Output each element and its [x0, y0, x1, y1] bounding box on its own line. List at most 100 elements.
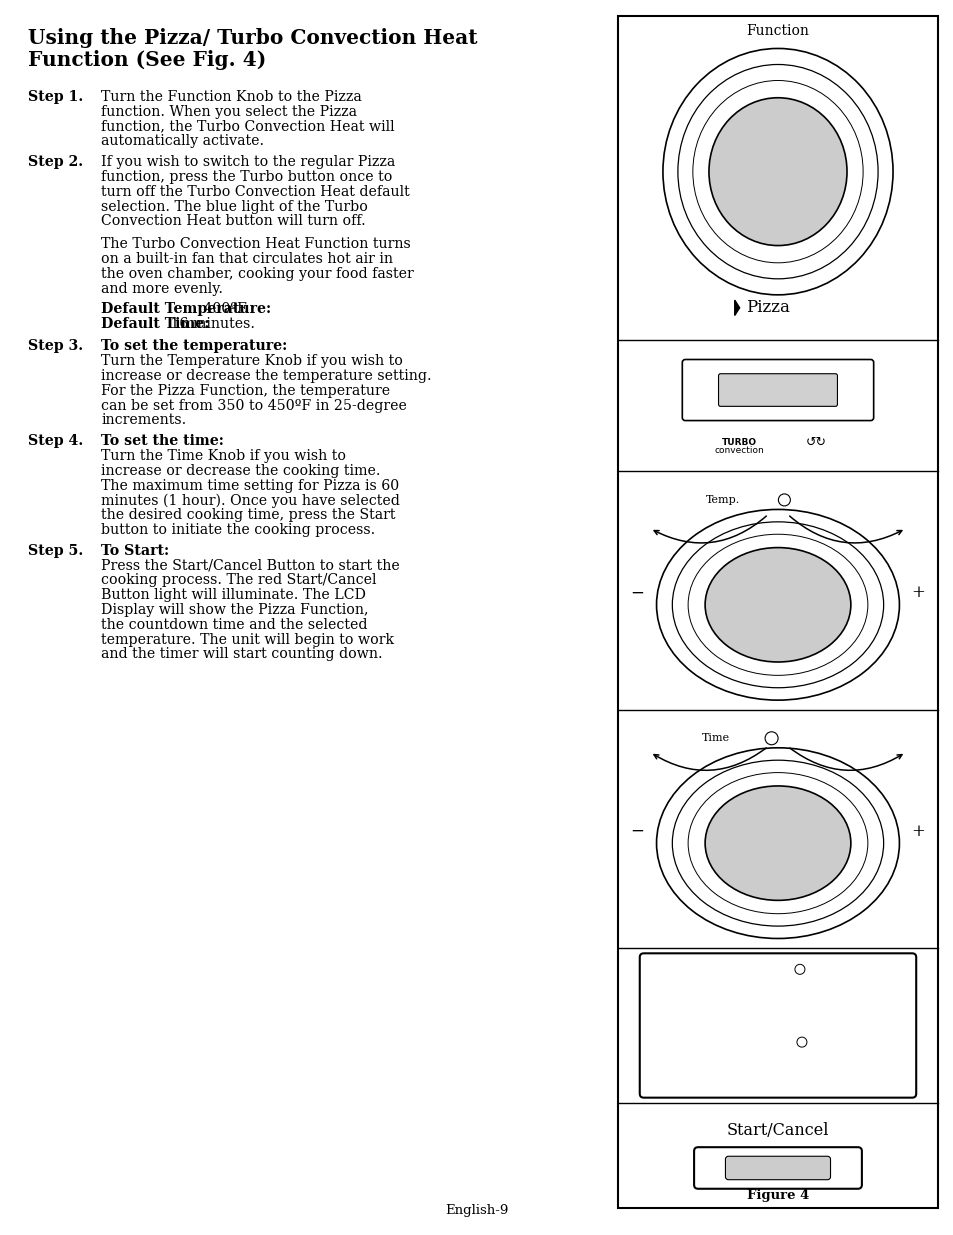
Text: 400ºF.: 400ºF. — [199, 303, 249, 316]
Ellipse shape — [704, 547, 850, 662]
Text: can be set from 350 to 450ºF in 25-degree: can be set from 350 to 450ºF in 25-degre… — [101, 399, 406, 412]
Text: +: + — [911, 584, 924, 601]
Text: If you wish to switch to the regular Pizza: If you wish to switch to the regular Piz… — [101, 156, 395, 169]
Text: Press the Start/Cancel Button to start the: Press the Start/Cancel Button to start t… — [101, 558, 399, 573]
Text: function. When you select the Pizza: function. When you select the Pizza — [101, 105, 356, 119]
FancyBboxPatch shape — [681, 359, 873, 421]
Text: Default Temperature:: Default Temperature: — [101, 303, 271, 316]
FancyArrowPatch shape — [789, 516, 901, 543]
Text: To Start:: To Start: — [101, 543, 169, 558]
Text: Toast: Toast — [651, 966, 673, 973]
Ellipse shape — [687, 535, 867, 676]
Text: Display will show the Pizza Function,: Display will show the Pizza Function, — [101, 603, 368, 618]
Text: °F: °F — [823, 1055, 835, 1065]
Text: Time: Time — [701, 734, 729, 743]
Text: English-9: English-9 — [445, 1204, 508, 1216]
Text: The Turbo Convection Heat Function turns: The Turbo Convection Heat Function turns — [101, 237, 411, 251]
Polygon shape — [734, 300, 739, 315]
Text: Step 2.: Step 2. — [28, 156, 83, 169]
Text: Turn the Temperature Knob if you wish to: Turn the Temperature Knob if you wish to — [101, 354, 402, 368]
Ellipse shape — [778, 494, 789, 506]
Text: button to initiate the cooking process.: button to initiate the cooking process. — [101, 522, 375, 537]
Text: TURBO: TURBO — [721, 438, 757, 447]
FancyBboxPatch shape — [724, 1156, 830, 1179]
Text: Defrost: Defrost — [651, 1063, 681, 1071]
Text: 16:00: 16:00 — [769, 979, 848, 1005]
Text: To set the time:: To set the time: — [101, 435, 224, 448]
Text: Roast: Roast — [651, 1039, 674, 1047]
Text: ↓: ↓ — [781, 496, 786, 503]
Text: the oven chamber, cooking your food faster: the oven chamber, cooking your food fast… — [101, 267, 414, 280]
Text: the desired cooking time, press the Start: the desired cooking time, press the Star… — [101, 508, 395, 522]
Text: automatically activate.: automatically activate. — [101, 135, 264, 148]
Text: Start/Cancel: Start/Cancel — [726, 1121, 828, 1139]
Text: To set the temperature:: To set the temperature: — [101, 340, 287, 353]
Ellipse shape — [794, 965, 804, 974]
FancyArrowPatch shape — [789, 748, 901, 771]
Ellipse shape — [687, 773, 867, 914]
Text: ReHeat: ReHeat — [651, 1076, 681, 1083]
Ellipse shape — [672, 522, 882, 688]
Text: −: − — [630, 584, 643, 601]
Text: 400: 400 — [769, 1053, 817, 1079]
Text: ✿: ✿ — [809, 1035, 817, 1045]
Text: increase or decrease the cooking time.: increase or decrease the cooking time. — [101, 464, 380, 478]
Text: Bagel: Bagel — [651, 978, 674, 986]
Text: Using the Pizza/ Turbo Convection Heat: Using the Pizza/ Turbo Convection Heat — [28, 28, 477, 48]
Text: Pizza: Pizza — [745, 299, 789, 316]
Text: Turn the Function Knob to the Pizza: Turn the Function Knob to the Pizza — [101, 90, 361, 104]
Ellipse shape — [678, 64, 877, 279]
Text: Step 5.: Step 5. — [28, 543, 83, 558]
Text: function, press the Turbo button once to: function, press the Turbo button once to — [101, 170, 392, 184]
Ellipse shape — [662, 48, 892, 295]
Text: The maximum time setting for Pizza is 60: The maximum time setting for Pizza is 60 — [101, 479, 399, 493]
Text: ↺↻: ↺↻ — [805, 436, 826, 450]
Text: Function: Function — [746, 23, 808, 38]
Ellipse shape — [796, 1037, 806, 1047]
FancyBboxPatch shape — [718, 374, 837, 406]
Text: Temp.: Temp. — [704, 495, 739, 505]
Text: and the timer will start counting down.: and the timer will start counting down. — [101, 647, 382, 662]
Ellipse shape — [672, 761, 882, 926]
Text: cooking process. The red Start/Cancel: cooking process. The red Start/Cancel — [101, 573, 376, 588]
Text: For the Pizza Function, the temperature: For the Pizza Function, the temperature — [101, 384, 390, 398]
Ellipse shape — [764, 732, 778, 745]
Text: convection: convection — [714, 447, 763, 456]
Text: ► Pizza: ► Pizza — [651, 989, 683, 998]
FancyBboxPatch shape — [639, 953, 915, 1098]
Text: Warm: Warm — [651, 1051, 675, 1058]
Text: selection. The blue light of the Turbo: selection. The blue light of the Turbo — [101, 200, 368, 214]
Text: Default Time:: Default Time: — [101, 317, 209, 331]
Text: Function (See Fig. 4): Function (See Fig. 4) — [28, 49, 266, 70]
Text: ◷: ◷ — [796, 966, 802, 972]
Text: function, the Turbo Convection Heat will: function, the Turbo Convection Heat will — [101, 120, 395, 133]
FancyArrowPatch shape — [654, 748, 765, 771]
FancyBboxPatch shape — [694, 1147, 861, 1189]
Text: the countdown time and the selected: the countdown time and the selected — [101, 618, 367, 632]
FancyArrowPatch shape — [654, 516, 765, 543]
Text: Cookies: Cookies — [651, 1026, 683, 1035]
Text: and more evenly.: and more evenly. — [101, 282, 223, 295]
Text: increments.: increments. — [101, 414, 186, 427]
Text: Figure 4: Figure 4 — [746, 1188, 808, 1202]
Text: increase or decrease the temperature setting.: increase or decrease the temperature set… — [101, 369, 431, 383]
Bar — [618, 16, 937, 1208]
Text: Turn the Time Knob if you wish to: Turn the Time Knob if you wish to — [101, 450, 346, 463]
Text: −: − — [630, 823, 643, 840]
Text: turn off the Turbo Convection Heat default: turn off the Turbo Convection Heat defau… — [101, 185, 410, 199]
Text: minutes (1 hour). Once you have selected: minutes (1 hour). Once you have selected — [101, 494, 399, 508]
Text: Broil: Broil — [651, 1014, 671, 1023]
Ellipse shape — [704, 785, 850, 900]
Ellipse shape — [656, 748, 899, 939]
Text: Temp.: Temp. — [769, 1039, 797, 1049]
Text: on a built-in fan that circulates hot air in: on a built-in fan that circulates hot ai… — [101, 252, 393, 266]
Text: ↓: ↓ — [799, 1039, 804, 1045]
Text: Step 1.: Step 1. — [28, 90, 83, 104]
Text: temperature. The unit will begin to work: temperature. The unit will begin to work — [101, 632, 394, 647]
Text: Convection Heat button will turn off.: Convection Heat button will turn off. — [101, 215, 365, 228]
Text: 16 minutes.: 16 minutes. — [166, 317, 254, 331]
Text: Bake: Bake — [651, 1002, 671, 1010]
Text: Step 4.: Step 4. — [28, 435, 83, 448]
Ellipse shape — [656, 510, 899, 700]
Text: +: + — [911, 823, 924, 840]
